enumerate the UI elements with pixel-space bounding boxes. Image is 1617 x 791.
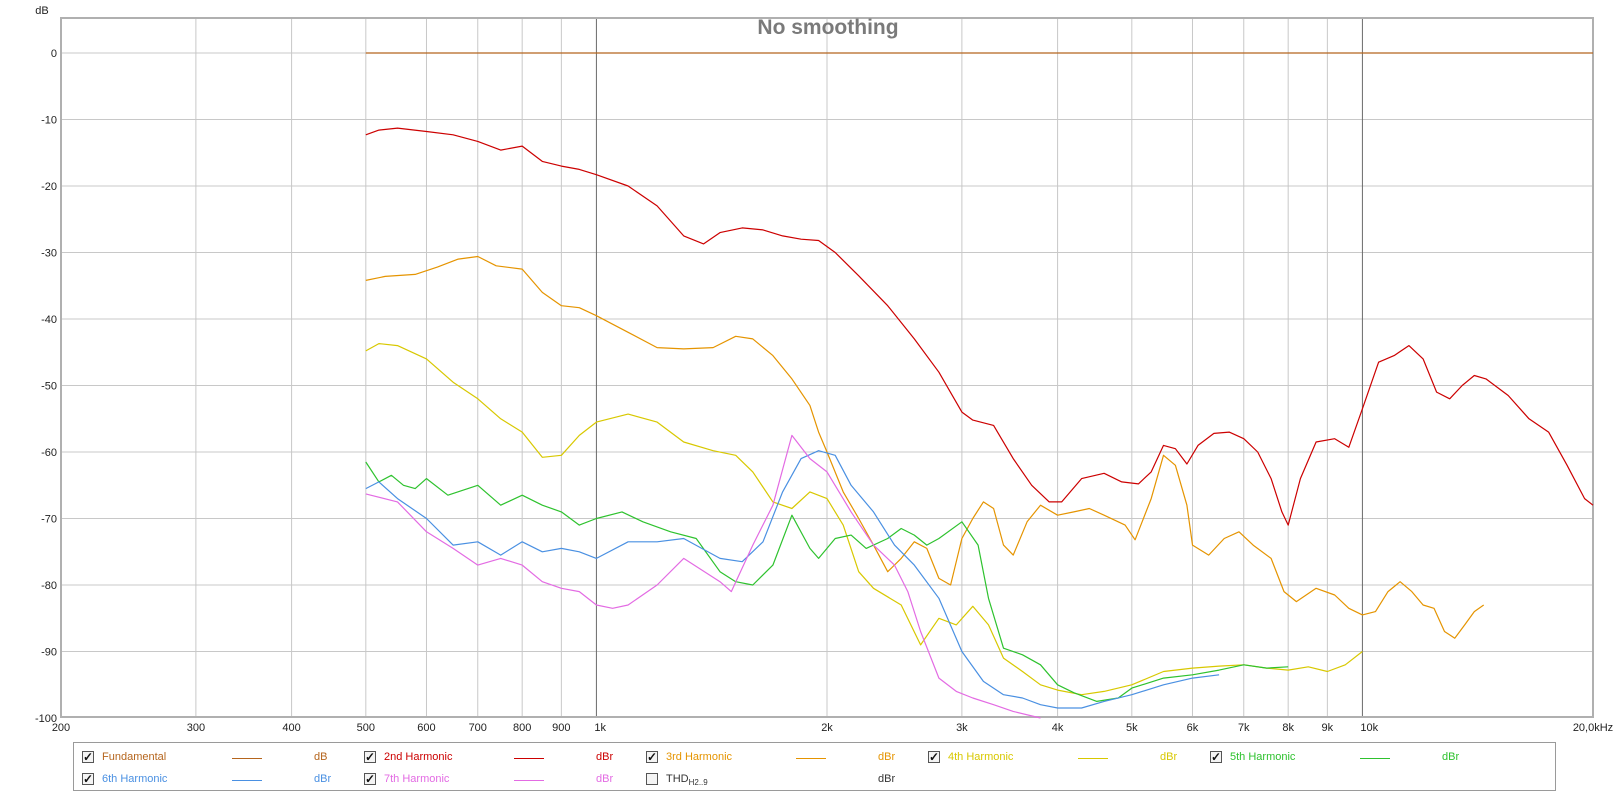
legend-unit: dBr xyxy=(596,751,614,763)
series-line-5th-harmonic xyxy=(365,461,1289,702)
legend-unit: dBr xyxy=(878,773,896,785)
legend-label: 7th Harmonic xyxy=(384,773,450,785)
legend-checkbox[interactable]: ✓ xyxy=(82,750,94,764)
legend-checkbox[interactable] xyxy=(646,773,658,785)
legend-item-fundamental: ✓ Fundamental dB xyxy=(82,749,352,767)
x-tick-label: 7k xyxy=(1238,722,1250,734)
legend-swatch xyxy=(1360,758,1390,759)
legend-unit: dB xyxy=(314,751,328,763)
y-tick-label: -90 xyxy=(41,647,57,659)
legend-swatch xyxy=(232,780,262,781)
legend-swatch xyxy=(232,758,262,759)
legend-label: 3rd Harmonic xyxy=(666,751,733,763)
y-tick-label: -40 xyxy=(41,314,57,326)
grid xyxy=(61,18,1593,717)
y-tick-label: -80 xyxy=(41,580,57,592)
chart-title: No smoothing xyxy=(757,16,898,39)
x-tick-label: 200 xyxy=(52,722,70,734)
x-tick-label: 700 xyxy=(469,722,487,734)
legend-label: 5th Harmonic xyxy=(1230,751,1296,763)
x-tick-label: 4k xyxy=(1052,722,1064,734)
legend-checkbox[interactable]: ✓ xyxy=(1210,750,1222,764)
legend-item-thd: THDH2..9 dBr xyxy=(646,771,916,789)
x-tick-label: 2k xyxy=(821,722,833,734)
legend-item-7th-harmonic: ✓ 7th Harmonic dBr xyxy=(364,771,634,789)
y-tick-label: -10 xyxy=(41,115,57,127)
legend-checkbox[interactable]: ✓ xyxy=(82,772,94,786)
legend-label: 2nd Harmonic xyxy=(384,751,453,763)
legend-swatch xyxy=(514,758,544,759)
y-tick-label: 0 xyxy=(51,48,57,60)
series-lines xyxy=(365,52,1594,719)
y-tick-label: -100 xyxy=(35,713,57,725)
legend-swatch xyxy=(796,758,826,759)
legend-swatch xyxy=(1078,758,1108,759)
legend-item-4th-harmonic: ✓ 4th Harmonic dBr xyxy=(928,749,1198,767)
legend-unit: dBr xyxy=(878,751,896,763)
legend-swatch xyxy=(514,780,544,781)
legend-label: THDH2..9 xyxy=(666,773,708,788)
legend-panel: ✓ Fundamental dB ✓ 2nd Harmonic dBr ✓ 3rd Harmo… xyxy=(73,742,1556,791)
y-tick-label: -60 xyxy=(41,447,57,459)
x-tick-label: 10k xyxy=(1360,722,1378,734)
legend-unit: dBr xyxy=(1442,751,1460,763)
x-tick-label: 9k xyxy=(1322,722,1334,734)
series-line-6th-harmonic xyxy=(365,450,1220,709)
x-tick-label: 600 xyxy=(417,722,435,734)
plot-frame xyxy=(60,17,1594,718)
series-line-7th-harmonic xyxy=(365,434,1041,719)
x-tick-label: 6k xyxy=(1187,722,1199,734)
series-line-4th-harmonic xyxy=(365,343,1363,696)
legend-unit: dBr xyxy=(314,773,332,785)
x-tick-label: 3k xyxy=(956,722,968,734)
legend-checkbox[interactable]: ✓ xyxy=(646,750,658,764)
x-tick-label: 900 xyxy=(552,722,570,734)
x-tick-label: 800 xyxy=(513,722,531,734)
legend-label: Fundamental xyxy=(102,751,167,763)
x-tick-label: 5k xyxy=(1126,722,1138,734)
legend-checkbox[interactable]: ✓ xyxy=(364,772,376,786)
x-tick-label: 8k xyxy=(1282,722,1294,734)
legend-item-2nd-harmonic: ✓ 2nd Harmonic dBr xyxy=(364,749,634,767)
legend-checkbox[interactable]: ✓ xyxy=(928,750,940,764)
y-axis-label: dB xyxy=(35,5,48,17)
series-line-2nd-harmonic xyxy=(365,127,1594,526)
y-tick-label: -30 xyxy=(41,248,57,260)
legend-unit: dBr xyxy=(1160,751,1178,763)
x-tick-label: 20,0kHz xyxy=(1573,722,1613,734)
legend-item-5th-harmonic: ✓ 5th Harmonic dBr xyxy=(1210,749,1480,767)
legend-checkbox[interactable]: ✓ xyxy=(364,750,376,764)
legend-label: 4th Harmonic xyxy=(948,751,1014,763)
x-tick-label: 1k xyxy=(594,722,606,734)
x-tick-label: 400 xyxy=(282,722,300,734)
legend-unit: dBr xyxy=(596,773,614,785)
legend-label: 6th Harmonic xyxy=(102,773,168,785)
legend-item-6th-harmonic: ✓ 6th Harmonic dBr xyxy=(82,771,352,789)
x-tick-label: 500 xyxy=(357,722,375,734)
y-tick-label: -70 xyxy=(41,514,57,526)
y-tick-label: -50 xyxy=(41,381,57,393)
x-tick-label: 300 xyxy=(187,722,205,734)
series-line-3rd-harmonic xyxy=(365,255,1485,639)
legend-item-3rd-harmonic: ✓ 3rd Harmonic dBr xyxy=(646,749,916,767)
y-tick-label: -20 xyxy=(41,181,57,193)
